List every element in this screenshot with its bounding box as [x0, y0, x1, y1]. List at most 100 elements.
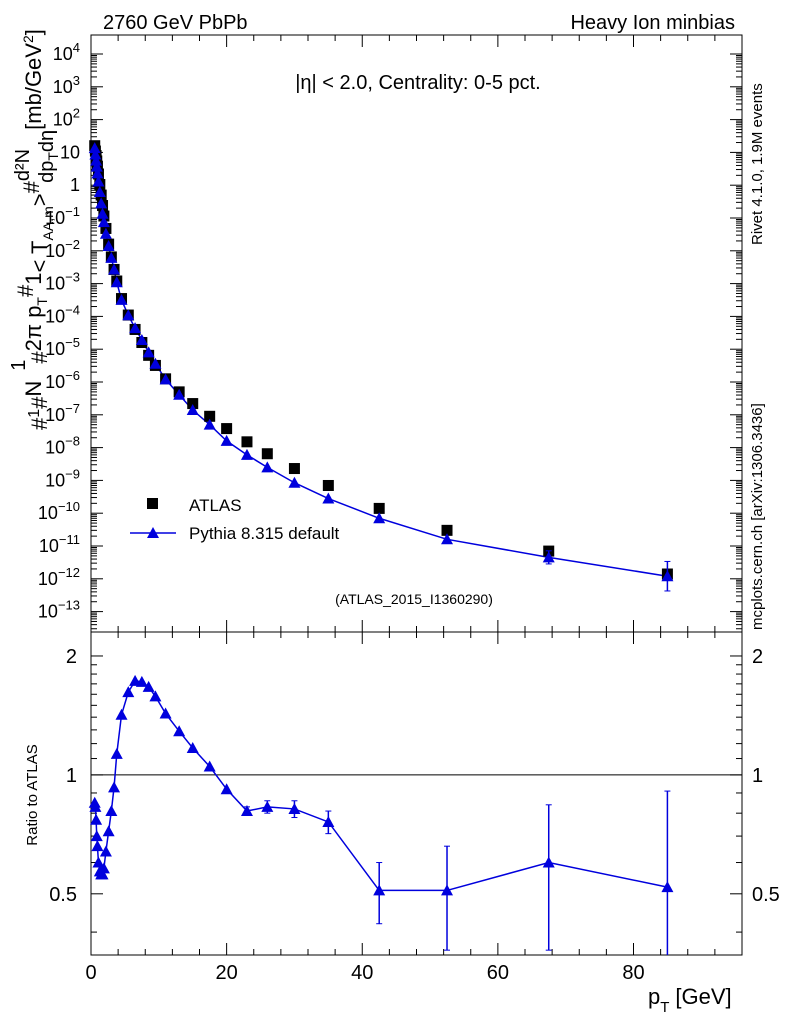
atlas-point: [373, 502, 385, 514]
ratio-point: [99, 845, 112, 857]
tick-exponent: −11: [59, 532, 80, 547]
tick-mantissa: 10: [53, 77, 73, 97]
ratio-y-tick-label-left: 0.5: [49, 884, 77, 906]
header-left: 2760 GeV PbPb: [103, 12, 248, 34]
tick-mantissa: 10: [45, 208, 65, 228]
main-y-tick-label: 10−10: [38, 499, 80, 523]
main-y-tick-label: 10−12: [38, 565, 80, 589]
ratio-x-tick-label: 80: [622, 962, 644, 984]
ratio-y-tick-label-right: 2: [752, 646, 763, 668]
ratio-y-tick-label-right: 0.5: [752, 884, 780, 906]
ratio-point: [92, 856, 105, 868]
ylabel-part: T: [34, 297, 50, 306]
ylabel-part: #: [19, 180, 44, 193]
mc-point: [102, 240, 115, 252]
tick-exponent: −1: [65, 204, 80, 219]
ylabel-part: 2π p: [21, 306, 46, 352]
mc-point: [93, 186, 106, 198]
mc-point: [129, 322, 142, 334]
main-y-tick-label: 10−2: [45, 237, 80, 261]
legend: ATLAS Pythia 8.315 default: [130, 496, 340, 543]
mc-point: [220, 434, 233, 446]
legend-label-mc: Pythia 8.315 default: [189, 524, 340, 543]
tick-mantissa: 10: [45, 339, 65, 359]
atlas-point: [204, 410, 216, 422]
ratio-point: [542, 856, 555, 868]
tick-exponent: −6: [65, 368, 80, 383]
ratio-point: [159, 707, 172, 719]
mc-point: [88, 142, 101, 154]
atlas-point: [288, 463, 300, 475]
main-title: |η| < 2.0, Centrality: 0-5 pct.: [295, 72, 541, 94]
atlas-point: [441, 524, 453, 536]
ylabel-part: 1: [8, 360, 30, 371]
ylabel-part: N: [21, 381, 46, 397]
ratio-y-tick-label-right: 1: [752, 765, 763, 787]
x-axis-label-sub: T: [660, 999, 669, 1016]
ratio-point: [186, 741, 199, 753]
main-panel: 10410310210110−110−210−310−410−510−610−7…: [8, 29, 743, 633]
legend-marker-mc: [147, 527, 159, 538]
mc-point: [96, 207, 109, 219]
tick-exponent: −3: [65, 270, 80, 285]
main-y-tick-label: 10−7: [45, 401, 80, 425]
ratio-curve: [93, 680, 668, 892]
x-axis-label-main: p: [648, 984, 660, 1009]
tick-mantissa: 10: [45, 241, 65, 261]
mc-point: [105, 251, 118, 263]
main-y-tick-label: 10−8: [45, 434, 80, 458]
main-y-tick-label: 102: [53, 106, 80, 130]
ratio-point: [89, 800, 102, 812]
mc-points: [88, 142, 674, 592]
side-rivet-text: Rivet 4.1.0, 1.9M events: [749, 83, 766, 245]
ratio-x-tick-label: 40: [351, 962, 373, 984]
main-y-axis-label: #1#N1#2π pT#1< TAA,m>#d²N dpTdη[mb/GeV2]: [8, 29, 61, 430]
side-mcplots-text: mcplots.cern.ch [arXiv:1306.3436]: [749, 403, 766, 630]
ratio-point: [108, 781, 121, 793]
ratio-y-axis-label-group: Ratio to ATLAS: [24, 744, 41, 845]
ratio-point: [173, 725, 186, 737]
tick-exponent: −7: [65, 401, 80, 416]
ratio-line: [93, 680, 668, 892]
ratio-point: [115, 708, 128, 720]
tick-mantissa: 10: [45, 306, 65, 326]
ratio-point: [90, 830, 103, 842]
tick-mantissa: 10: [38, 503, 58, 523]
ylabel-part: d²N: [12, 149, 34, 181]
ylabel-part: #: [27, 351, 52, 364]
ratio-point: [90, 813, 103, 825]
ratio-y-tick-labels: 0.5 0.5 1 1 2 2: [49, 646, 780, 906]
ylabel-part: #: [27, 396, 52, 409]
mc-point: [110, 276, 123, 288]
legend-marker-atlas: [147, 498, 158, 509]
ratio-point: [373, 884, 386, 896]
tick-exponent: −8: [65, 434, 80, 449]
tick-exponent: −4: [65, 302, 80, 317]
tick-mantissa: 10: [45, 405, 65, 425]
mc-point: [441, 533, 454, 545]
ratio-point: [220, 783, 233, 795]
tick-exponent: 3: [73, 73, 80, 88]
main-y-tick-labels: 10410310210110−110−210−310−410−510−610−7…: [38, 40, 80, 622]
main-y-tick-label: 103: [53, 73, 80, 97]
main-y-tick-label: 10−9: [45, 466, 80, 490]
main-y-tick-label: 10−13: [38, 598, 80, 622]
ratio-point: [110, 747, 123, 759]
ylabel-part: AA,m: [40, 206, 56, 240]
ratio-point: [261, 800, 274, 812]
mc-point: [288, 476, 301, 488]
ylabel-part: dp: [36, 161, 58, 183]
tick-mantissa: 10: [45, 274, 65, 294]
ratio-x-tick-label: 0: [85, 962, 96, 984]
tick-exponent: −10: [58, 499, 80, 514]
tick-mantissa: 10: [60, 142, 80, 162]
atlas-point: [187, 398, 199, 410]
mc-point: [203, 418, 216, 430]
main-y-tick-label: 10−4: [45, 302, 80, 326]
analysis-watermark: (ATLAS_2015_I1360290): [335, 591, 493, 607]
ratio-point: [142, 680, 155, 692]
ylabel-part: T: [45, 152, 61, 161]
main-y-tick-label: 10−5: [45, 335, 80, 359]
ylabel-part: >: [27, 193, 52, 206]
data-points: [89, 140, 673, 580]
